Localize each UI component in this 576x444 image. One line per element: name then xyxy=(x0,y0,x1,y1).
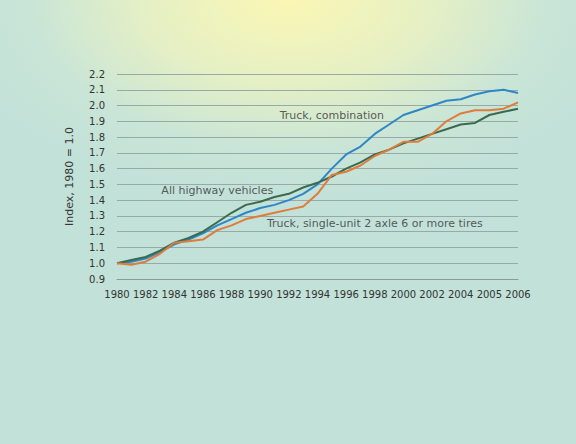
svg-text:1990: 1990 xyxy=(247,289,272,300)
svg-text:1994: 1994 xyxy=(305,289,330,300)
svg-text:2002: 2002 xyxy=(419,289,444,300)
svg-text:2004: 2004 xyxy=(448,289,473,300)
svg-text:1984: 1984 xyxy=(162,289,187,300)
svg-text:1.6: 1.6 xyxy=(89,163,105,174)
svg-text:1.7: 1.7 xyxy=(89,147,105,158)
svg-text:1986: 1986 xyxy=(190,289,215,300)
svg-text:1996: 1996 xyxy=(333,289,358,300)
svg-text:1.2: 1.2 xyxy=(89,226,105,237)
svg-text:1.3: 1.3 xyxy=(89,210,105,221)
svg-text:2006: 2006 xyxy=(505,289,530,300)
svg-text:2.1: 2.1 xyxy=(89,84,105,95)
svg-text:0.9: 0.9 xyxy=(89,274,105,285)
svg-text:1992: 1992 xyxy=(276,289,301,300)
svg-text:All highway vehicles: All highway vehicles xyxy=(161,184,273,197)
svg-text:2000: 2000 xyxy=(391,289,416,300)
svg-text:2005: 2005 xyxy=(477,289,502,300)
svg-text:2.0: 2.0 xyxy=(89,100,105,111)
svg-text:1.0: 1.0 xyxy=(89,258,105,269)
svg-text:1.4: 1.4 xyxy=(89,195,105,206)
svg-text:1980: 1980 xyxy=(104,289,129,300)
svg-text:1.8: 1.8 xyxy=(89,132,105,143)
svg-text:1.9: 1.9 xyxy=(89,116,105,127)
svg-text:1.5: 1.5 xyxy=(89,179,105,190)
svg-text:Truck, single-unit 2 axle 6 or: Truck, single-unit 2 axle 6 or more tire… xyxy=(266,217,483,230)
svg-text:Index, 1980 = 1.0: Index, 1980 = 1.0 xyxy=(63,127,76,226)
svg-text:1988: 1988 xyxy=(219,289,244,300)
svg-text:2.2: 2.2 xyxy=(89,69,105,80)
svg-text:1.1: 1.1 xyxy=(89,242,105,253)
svg-text:1982: 1982 xyxy=(133,289,158,300)
svg-text:1998: 1998 xyxy=(362,289,387,300)
svg-text:Truck, combination: Truck, combination xyxy=(279,109,384,122)
